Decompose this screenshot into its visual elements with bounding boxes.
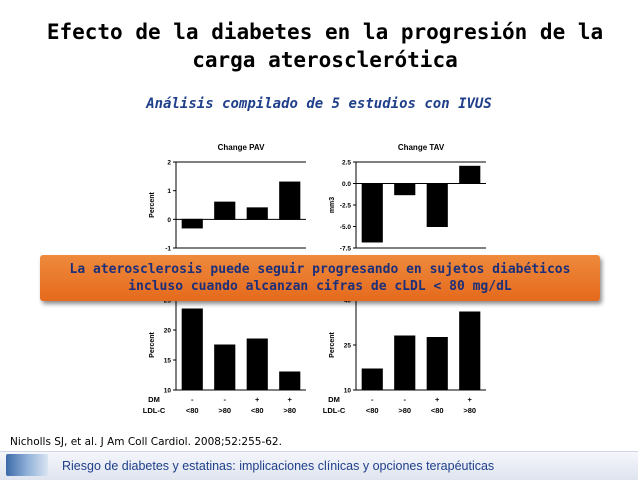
slide-title: Efecto de la diabetes en la progresión d… — [40, 18, 610, 74]
y-tick-label: 25 — [164, 298, 172, 305]
y-tick-label: 2 — [167, 160, 171, 167]
y-tick-label: 10 — [344, 388, 352, 395]
y-tick-label: 20 — [164, 328, 172, 335]
bar — [459, 311, 481, 391]
bar — [426, 183, 448, 227]
banner-line-2: incluso cuando alcanzan cifras de cLDL <… — [128, 279, 512, 294]
y-tick-label: 15 — [164, 358, 172, 365]
dm-group-label: - — [404, 395, 407, 404]
y-tick-label: 40 — [344, 298, 352, 305]
y-axis-label: mm3 — [329, 197, 336, 213]
bar — [246, 338, 268, 391]
ldl-group-label: >80 — [463, 406, 476, 415]
slide-subtitle: Análisis compilado de 5 estudios con IVU… — [146, 96, 492, 112]
y-tick-label: 10 — [164, 388, 172, 395]
bar — [459, 165, 481, 185]
ldl-group-label: >80 — [283, 406, 296, 415]
ldl-group-label: >80 — [218, 406, 231, 415]
row-label-ldl: LDL-C — [143, 406, 166, 415]
y-tick-label: 0 — [167, 217, 171, 224]
row-label-dm: DM — [148, 395, 160, 404]
bar — [279, 181, 301, 220]
highlight-banner: La aterosclerosis puede seguir progresan… — [40, 255, 600, 301]
y-tick-label: -7.5 — [340, 246, 352, 253]
bar — [426, 337, 448, 391]
y-tick-label: 1 — [167, 188, 171, 195]
footer-bar — [0, 451, 638, 480]
dm-group-label: - — [224, 395, 227, 404]
bar — [361, 183, 383, 243]
ldl-group-label: <80 — [366, 406, 379, 415]
footer-logo — [6, 454, 48, 476]
dm-group-label: - — [191, 395, 194, 404]
bar — [279, 371, 301, 391]
dm-group-label: + — [255, 395, 260, 404]
dm-group-label: + — [468, 395, 473, 404]
y-axis-label: Percent — [149, 331, 156, 357]
footer-text: Riesgo de diabetes y estatinas: implicac… — [62, 459, 495, 473]
dm-group-label: - — [371, 395, 374, 404]
ldl-group-label: <80 — [251, 406, 264, 415]
banner-text: La aterosclerosis puede seguir progresan… — [40, 261, 600, 295]
bar — [246, 207, 268, 220]
bar — [214, 344, 236, 391]
citation: Nicholls SJ, et al. J Am Coll Cardiol. 2… — [10, 436, 282, 448]
bar — [394, 183, 416, 196]
bar — [394, 335, 416, 391]
dm-group-label: + — [288, 395, 293, 404]
y-tick-label: 25 — [344, 343, 352, 350]
banner-line-1: La aterosclerosis puede seguir progresan… — [69, 262, 571, 277]
y-tick-label: -5.0 — [340, 224, 352, 231]
y-tick-label: 0.0 — [342, 181, 351, 188]
ldl-group-label: >80 — [398, 406, 411, 415]
row-label-dm: DM — [328, 395, 340, 404]
ldl-group-label: <80 — [431, 406, 444, 415]
bar — [181, 218, 203, 229]
slide-title-line-1: Efecto de la diabetes en la progresión d… — [46, 20, 604, 44]
y-axis-label: Percent — [149, 191, 156, 217]
y-tick-label: -1 — [165, 246, 171, 253]
bar — [361, 368, 383, 391]
y-tick-label: 2.5 — [342, 160, 351, 167]
y-tick-label: -2.5 — [340, 203, 352, 210]
slide-title-line-2: carga aterosclerótica — [192, 48, 458, 72]
row-label-ldl: LDL-C — [323, 406, 346, 415]
dm-group-label: + — [435, 395, 440, 404]
y-axis-label: Percent — [329, 331, 336, 357]
bar — [181, 308, 203, 391]
ldl-group-label: <80 — [186, 406, 199, 415]
chart-title: Change TAV — [398, 143, 445, 152]
chart-title: Change PAV — [218, 143, 265, 152]
bar — [214, 201, 236, 220]
